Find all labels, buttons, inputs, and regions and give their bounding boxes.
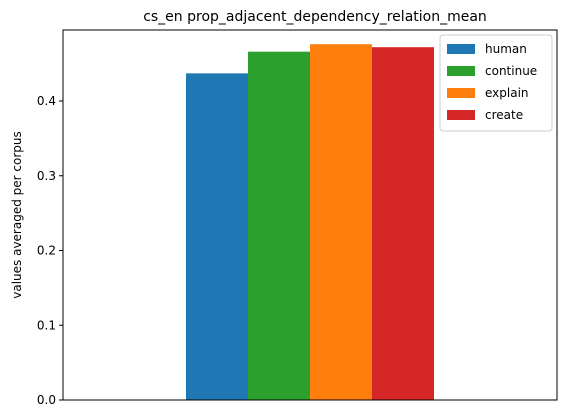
bar-create bbox=[372, 47, 434, 400]
y-tick-label: 0.2 bbox=[37, 244, 56, 258]
chart-title: cs_en prop_adjacent_dependency_relation_… bbox=[143, 9, 487, 25]
legend-swatch-explain bbox=[447, 88, 475, 98]
bar-human bbox=[186, 73, 248, 400]
y-axis: 0.0 0.1 0.2 0.3 0.4 bbox=[37, 94, 63, 407]
legend-swatch-create bbox=[447, 110, 475, 120]
y-axis-title: values averaged per corpus bbox=[10, 131, 24, 299]
bars-group bbox=[186, 44, 434, 401]
plot-frame bbox=[62, 29, 558, 401]
legend-label-human: human bbox=[485, 42, 527, 56]
legend-label-create: create bbox=[485, 108, 523, 122]
y-tick-label: 0.3 bbox=[37, 169, 56, 183]
y-tick-label: 0.0 bbox=[37, 393, 56, 407]
bar-continue bbox=[248, 51, 310, 401]
legend-swatch-continue bbox=[447, 66, 475, 76]
bar-explain bbox=[310, 44, 372, 400]
legend-box bbox=[439, 34, 553, 132]
legend-label-continue: continue bbox=[485, 64, 537, 78]
legend: human continue explain create bbox=[439, 34, 553, 132]
y-tick-label: 0.1 bbox=[37, 318, 56, 332]
y-tick-label: 0.4 bbox=[37, 94, 56, 108]
legend-label-explain: explain bbox=[485, 86, 529, 100]
legend-swatch-human bbox=[447, 44, 475, 54]
